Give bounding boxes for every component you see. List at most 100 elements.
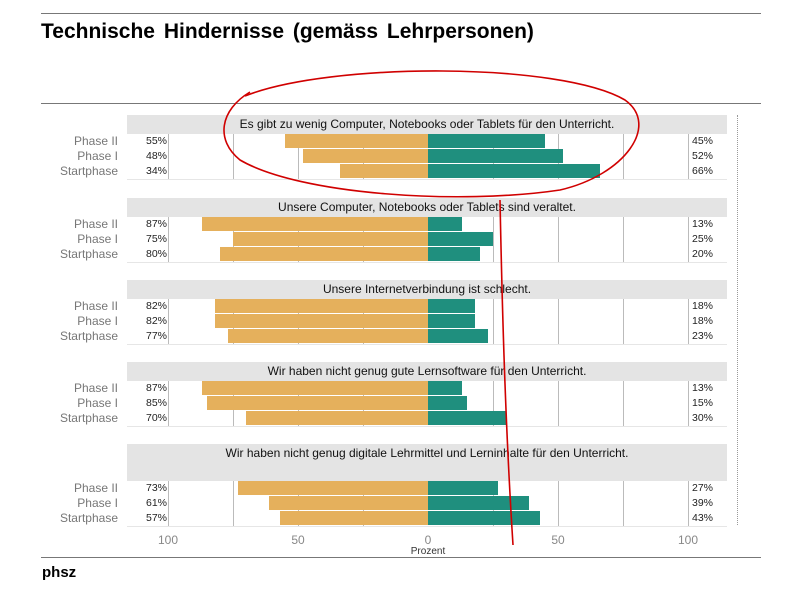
bar-right bbox=[428, 134, 545, 148]
value-left: 48% bbox=[146, 150, 168, 162]
x-tick-label: 0 bbox=[424, 533, 432, 547]
bar-right bbox=[428, 396, 467, 410]
bar-right bbox=[428, 232, 493, 246]
gridline bbox=[688, 299, 689, 344]
gridline bbox=[168, 217, 169, 262]
gridline bbox=[493, 217, 494, 262]
bar-left bbox=[279, 511, 428, 525]
gridline bbox=[688, 381, 689, 426]
bar-left bbox=[207, 396, 428, 410]
title-rule bbox=[41, 103, 761, 104]
bar-left bbox=[220, 247, 428, 261]
dotted-border bbox=[737, 115, 738, 525]
panel-title: Unsere Internetverbindung ist schlecht. bbox=[127, 280, 727, 299]
category-label: Startphase bbox=[59, 164, 118, 178]
x-tick-label: 100 bbox=[677, 533, 699, 547]
value-left: 73% bbox=[146, 482, 168, 494]
bar-left bbox=[238, 481, 428, 495]
gridline bbox=[493, 299, 494, 344]
bar-right bbox=[428, 481, 499, 495]
panel-title: Wir haben nicht genug digitale Lehrmitte… bbox=[127, 444, 727, 481]
value-left: 77% bbox=[146, 330, 168, 342]
panel-title: Wir haben nicht genug gute Lernsoftware … bbox=[127, 362, 727, 381]
gridline bbox=[493, 381, 494, 426]
value-right: 45% bbox=[692, 135, 714, 147]
gridline bbox=[688, 217, 689, 262]
value-right: 15% bbox=[692, 397, 714, 409]
bar-left bbox=[227, 329, 428, 343]
gridline bbox=[233, 134, 234, 179]
annotation-line bbox=[499, 199, 514, 546]
value-right: 25% bbox=[692, 233, 714, 245]
bar-left bbox=[201, 217, 428, 231]
bar-right bbox=[428, 299, 475, 313]
x-tick-label: 100 bbox=[157, 533, 179, 547]
page-title: Technische Hindernisse (gemäss Lehrperso… bbox=[41, 20, 534, 43]
plot-area bbox=[127, 134, 727, 180]
value-left: 34% bbox=[146, 165, 168, 177]
category-label: Phase II bbox=[73, 481, 118, 495]
gridline bbox=[688, 481, 689, 526]
category-label: Startphase bbox=[59, 329, 118, 343]
category-label: Phase II bbox=[73, 134, 118, 148]
bar-right bbox=[428, 217, 462, 231]
value-right: 52% bbox=[692, 150, 714, 162]
gridline bbox=[558, 381, 559, 426]
category-label: Startphase bbox=[59, 247, 118, 261]
bar-right bbox=[428, 411, 506, 425]
value-left: 85% bbox=[146, 397, 168, 409]
value-left: 82% bbox=[146, 300, 168, 312]
bottom-rule bbox=[41, 557, 761, 558]
bar-right bbox=[428, 381, 462, 395]
bar-left bbox=[246, 411, 428, 425]
x-tick-label: 50 bbox=[551, 533, 565, 547]
panel-title: Es gibt zu wenig Computer, Notebooks ode… bbox=[127, 115, 727, 134]
value-left: 75% bbox=[146, 233, 168, 245]
x-axis-label: Prozent bbox=[410, 546, 446, 557]
bar-right bbox=[428, 247, 480, 261]
category-label: Startphase bbox=[59, 411, 118, 425]
category-label: Phase II bbox=[73, 299, 118, 313]
plot-area bbox=[127, 299, 727, 345]
bar-right bbox=[428, 496, 530, 510]
category-label: Phase II bbox=[73, 381, 118, 395]
value-right: 18% bbox=[692, 300, 714, 312]
value-right: 13% bbox=[692, 382, 714, 394]
bar-left bbox=[285, 134, 428, 148]
gridline bbox=[558, 299, 559, 344]
panel-title: Unsere Computer, Notebooks oder Tablets … bbox=[127, 198, 727, 217]
value-right: 23% bbox=[692, 330, 714, 342]
plot-area bbox=[127, 481, 727, 527]
x-tick-label: 50 bbox=[291, 533, 305, 547]
gridline bbox=[623, 217, 624, 262]
gridline bbox=[298, 134, 299, 179]
value-right: 27% bbox=[692, 482, 714, 494]
value-left: 57% bbox=[146, 512, 168, 524]
category-label: Phase I bbox=[77, 232, 118, 246]
bar-left bbox=[201, 381, 428, 395]
value-right: 20% bbox=[692, 248, 714, 260]
gridline bbox=[623, 299, 624, 344]
category-label: Phase I bbox=[77, 314, 118, 328]
bar-left bbox=[339, 164, 428, 178]
bar-left bbox=[269, 496, 428, 510]
gridline bbox=[558, 481, 559, 526]
category-label: Startphase bbox=[59, 511, 118, 525]
gridline bbox=[623, 381, 624, 426]
category-label: Phase I bbox=[77, 149, 118, 163]
plot-area bbox=[127, 217, 727, 263]
category-label: Phase II bbox=[73, 217, 118, 231]
gridline bbox=[168, 134, 169, 179]
value-left: 61% bbox=[146, 497, 168, 509]
bar-right bbox=[428, 149, 564, 163]
value-left: 55% bbox=[146, 135, 168, 147]
value-left: 87% bbox=[146, 218, 168, 230]
bar-left bbox=[214, 299, 428, 313]
bar-left bbox=[233, 232, 428, 246]
gridline bbox=[168, 299, 169, 344]
value-right: 66% bbox=[692, 165, 714, 177]
value-left: 80% bbox=[146, 248, 168, 260]
value-left: 82% bbox=[146, 315, 168, 327]
